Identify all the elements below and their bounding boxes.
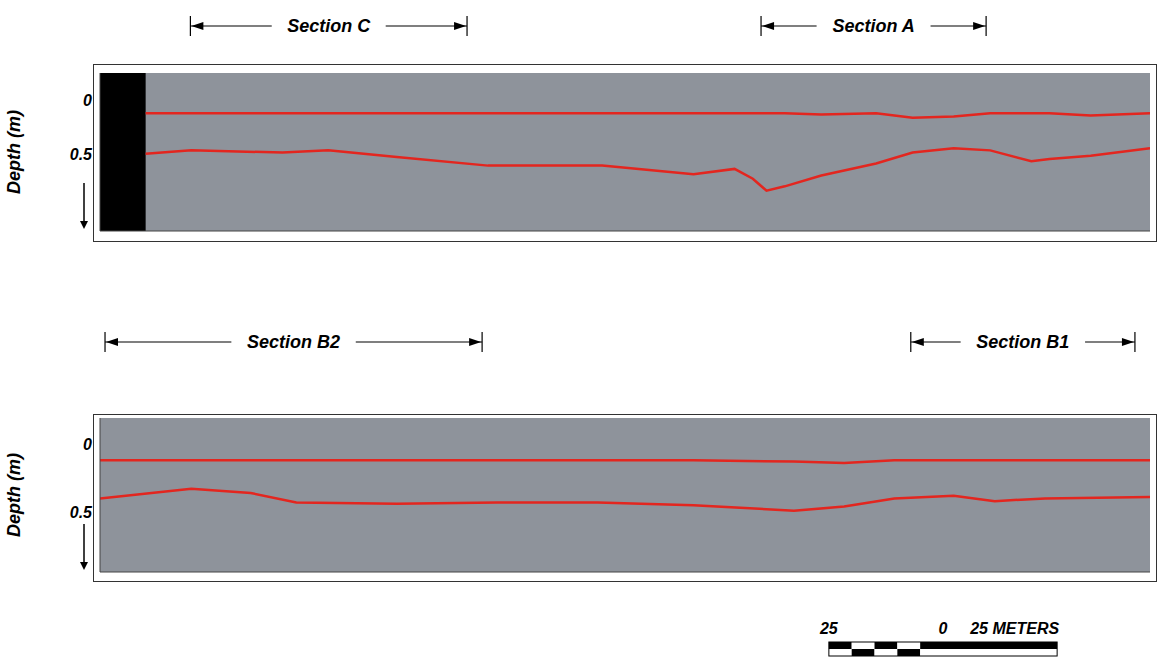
svg-text:0: 0 (83, 92, 92, 109)
svg-text:Section A: Section A (832, 16, 914, 36)
svg-text:Section B1: Section B1 (976, 332, 1069, 352)
svg-text:0: 0 (83, 436, 92, 453)
svg-text:Depth (m): Depth (m) (4, 110, 24, 194)
svg-text:0.5: 0.5 (70, 146, 93, 163)
svg-text:0.5: 0.5 (70, 504, 93, 521)
svg-text:25 METERS: 25 METERS (969, 620, 1059, 637)
svg-text:0: 0 (939, 620, 948, 637)
svg-text:Section C: Section C (287, 16, 371, 36)
svg-text:Depth (m): Depth (m) (4, 453, 24, 537)
svg-text:25: 25 (819, 620, 839, 637)
svg-text:Section B2: Section B2 (247, 332, 340, 352)
